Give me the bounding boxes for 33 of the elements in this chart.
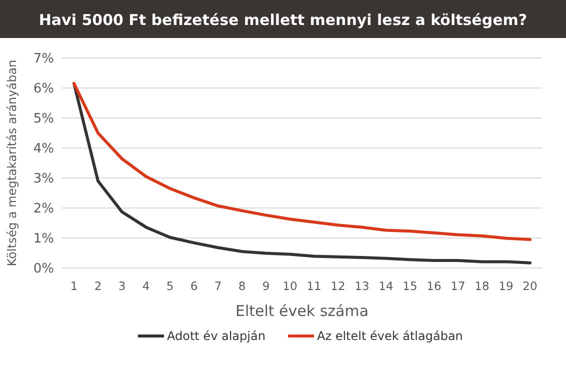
y-tick-label: 2% (33, 202, 54, 217)
x-tick-label: 16 (426, 279, 442, 293)
x-tick-label: 13 (354, 279, 370, 293)
chart-title: Havi 5000 Ft befizetése mellett mennyi lesz a költségem? (38, 11, 528, 29)
x-tick-label: 8 (238, 279, 246, 293)
x-tick-label: 6 (190, 279, 198, 293)
y-tick-label: 1% (33, 232, 54, 247)
x-tick-label: 20 (522, 279, 538, 293)
x-tick-label: 7 (214, 279, 222, 293)
y-tick-label: 3% (33, 172, 54, 187)
x-tick-label: 15 (402, 279, 418, 293)
x-axis-title: Eltelt évek száma (235, 302, 369, 320)
x-tick-label: 14 (378, 279, 394, 293)
y-tick-label: 4% (33, 142, 54, 157)
x-tick-label: 19 (498, 279, 514, 293)
legend-label: Az eltelt évek átlagában (317, 329, 463, 344)
x-tick-label: 11 (306, 279, 322, 293)
legend-label: Adott év alapján (167, 329, 266, 344)
x-tick-label: 4 (142, 279, 150, 293)
x-tick-label: 2 (94, 279, 102, 293)
x-tick-label: 18 (474, 279, 490, 293)
x-tick-label: 12 (330, 279, 346, 293)
x-tick-label: 10 (282, 279, 298, 293)
x-tick-label: 5 (166, 279, 174, 293)
y-tick-label: 5% (33, 112, 54, 127)
y-tick-label: 6% (33, 82, 54, 97)
x-tick-label: 1 (70, 279, 78, 293)
x-tick-label: 17 (450, 279, 466, 293)
x-tick-label: 9 (262, 279, 270, 293)
y-tick-label: 0% (33, 262, 54, 277)
y-tick-label: 7% (33, 52, 54, 67)
x-tick-label: 3 (118, 279, 126, 293)
y-axis-title: Költség a megtakarítás arányában (5, 60, 19, 266)
